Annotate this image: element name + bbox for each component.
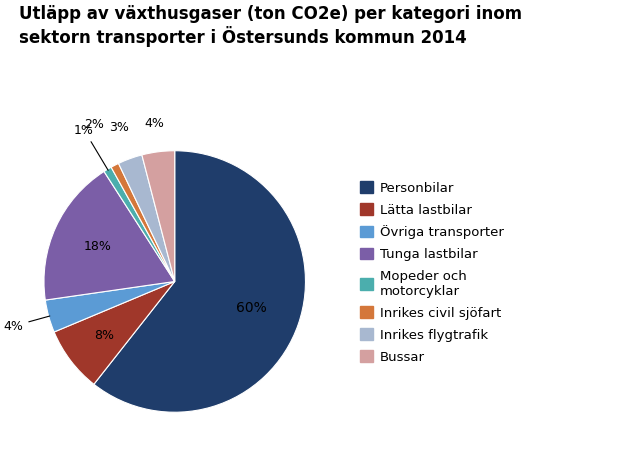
Text: 4%: 4% (145, 117, 165, 130)
Text: 2%: 2% (84, 118, 104, 131)
Text: 8%: 8% (94, 329, 114, 342)
Wedge shape (119, 155, 175, 281)
Text: 4%: 4% (4, 316, 50, 333)
Text: 18%: 18% (84, 240, 111, 253)
Text: Utläpp av växthusgaser (ton CO2e) per kategori inom
sektorn transporter i Östers: Utläpp av växthusgaser (ton CO2e) per ka… (19, 5, 522, 47)
Wedge shape (142, 151, 175, 281)
Text: 3%: 3% (109, 121, 129, 134)
Wedge shape (44, 172, 175, 300)
Legend: Personbilar, Lätta lastbilar, Övriga transporter, Tunga lastbilar, Mopeder och
m: Personbilar, Lätta lastbilar, Övriga tra… (356, 177, 507, 368)
Wedge shape (111, 163, 175, 281)
Wedge shape (104, 167, 175, 281)
Wedge shape (46, 281, 175, 332)
Wedge shape (54, 281, 175, 384)
Wedge shape (94, 151, 306, 412)
Text: 60%: 60% (236, 301, 266, 315)
Text: 1%: 1% (74, 123, 108, 170)
